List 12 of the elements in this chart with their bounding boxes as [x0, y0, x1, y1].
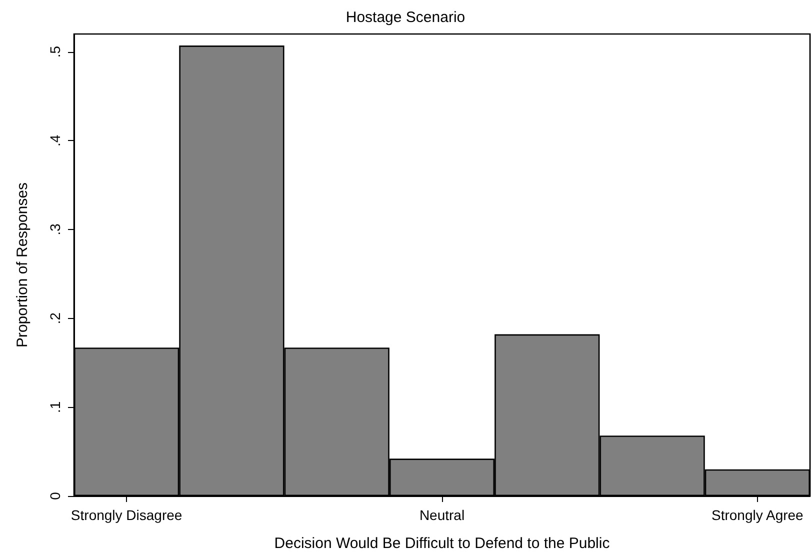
y-tick-label: .4	[47, 134, 63, 146]
y-axis-title: Proportion of Responses	[14, 182, 31, 348]
y-tick-label: 0	[47, 492, 63, 500]
x-tick-label: Strongly Agree	[712, 507, 804, 523]
y-tick-label: .5	[47, 46, 63, 58]
y-tick-label: .3	[47, 223, 63, 236]
x-tick-label: Neutral	[419, 507, 465, 523]
y-tick-label: .1	[47, 401, 63, 413]
x-axis-title: Decision Would Be Difficult to Defend to the Public	[274, 535, 610, 552]
chart-title: Hostage Scenario	[346, 9, 466, 26]
y-tick-label: .2	[47, 312, 63, 324]
x-tick-label: Strongly Disagree	[70, 507, 182, 523]
